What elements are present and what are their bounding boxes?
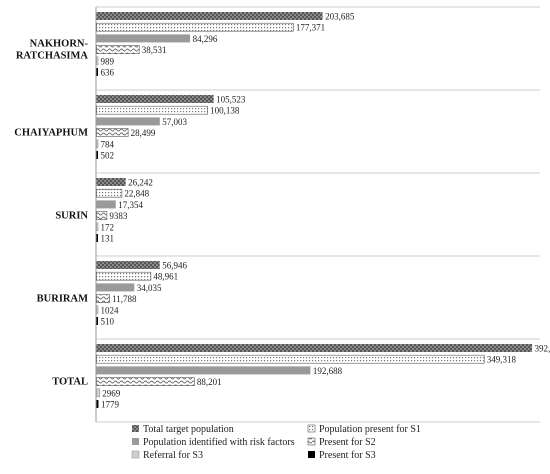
bar-value-label: 17,354	[118, 200, 143, 210]
bar	[96, 344, 533, 352]
bar-value-label: 349,318	[487, 355, 517, 365]
bar	[96, 271, 152, 281]
bar-value-label: 989	[101, 56, 115, 66]
bar	[96, 261, 160, 269]
bar	[96, 56, 99, 66]
bar-value-label: 56,946	[162, 261, 187, 271]
bar-value-label: 784	[101, 139, 115, 149]
bar	[96, 354, 485, 364]
bar	[96, 105, 208, 115]
bar-value-label: 9383	[109, 211, 128, 221]
category-label: TOTAL	[52, 377, 88, 388]
legend-label: Population present for S1	[319, 424, 421, 435]
category-label: SURIN	[55, 211, 88, 222]
bar-value-label: 100,138	[210, 106, 240, 116]
bar	[96, 366, 311, 375]
bar-value-label: 48,961	[153, 272, 178, 282]
category-label: BURIRAM	[37, 294, 88, 305]
legend-label: Referral for S3	[143, 450, 203, 461]
bar	[96, 178, 126, 186]
bar	[96, 139, 99, 149]
bar-value-label: 192,688	[313, 366, 343, 376]
bar	[96, 234, 98, 242]
bar	[96, 95, 214, 103]
bar-value-label: 392,396	[535, 344, 550, 354]
legend-swatch	[132, 425, 139, 432]
bar	[96, 12, 323, 20]
bar	[96, 305, 99, 315]
bar	[96, 151, 98, 159]
bar	[96, 200, 116, 209]
legend-label: Present for S2	[319, 437, 376, 448]
legend-swatch	[131, 450, 140, 459]
legend-swatch	[308, 451, 315, 458]
category-label: CHAIYAPHUM	[14, 128, 88, 139]
bar-value-label: 11,788	[112, 294, 137, 304]
bar	[96, 283, 135, 292]
bar	[96, 34, 191, 43]
bar-value-label: 105,523	[216, 95, 246, 105]
bar	[96, 188, 123, 198]
bar	[96, 377, 195, 386]
bar	[96, 211, 108, 220]
legend-label: Present for S3	[319, 450, 376, 461]
bar	[96, 128, 129, 137]
bar-value-label: 510	[101, 317, 115, 327]
bar-value-label: 84,296	[193, 34, 218, 44]
bar	[96, 400, 99, 408]
legend-swatch	[307, 424, 316, 433]
bar-value-label: 22,848	[124, 189, 149, 199]
bar-value-label: 57,003	[162, 117, 187, 127]
category-label: RATCHASIMA	[16, 51, 89, 62]
legend-label: Population identified with risk factors	[143, 437, 295, 448]
bar-value-label: 38,531	[142, 45, 167, 55]
bar-value-label: 636	[101, 68, 115, 78]
bar	[96, 388, 101, 398]
bar	[96, 294, 110, 303]
bar	[96, 117, 160, 126]
bar-value-label: 502	[101, 151, 115, 161]
bar	[96, 45, 140, 54]
legend-swatch	[307, 437, 316, 446]
bar-value-label: 172	[101, 222, 115, 232]
legend-label: Total target population	[143, 424, 234, 435]
bar	[96, 22, 294, 32]
bar-value-label: 177,371	[296, 23, 325, 33]
bar-value-label: 1024	[101, 305, 120, 315]
bar	[96, 68, 98, 76]
bar-value-label: 1779	[101, 400, 120, 410]
bar-value-label: 131	[101, 234, 115, 244]
category-label: NAKHORN-	[30, 39, 89, 50]
bar-value-label: 26,242	[128, 178, 153, 188]
bar-value-label: 203,685	[325, 12, 355, 22]
bar-value-label: 2969	[102, 388, 121, 398]
bar-value-label: 88,201	[197, 377, 222, 387]
bar-value-label: 28,499	[131, 128, 156, 138]
bar-value-label: 34,035	[137, 283, 162, 293]
bar	[96, 317, 98, 325]
bar	[96, 222, 99, 232]
legend-swatch	[132, 438, 139, 445]
